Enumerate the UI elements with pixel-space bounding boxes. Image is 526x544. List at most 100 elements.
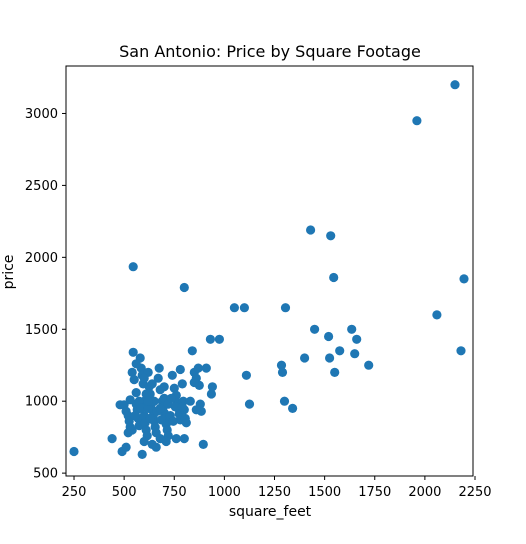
x-tick-label: 750 — [162, 485, 187, 500]
data-point — [166, 393, 176, 403]
y-tick-label: 2000 — [25, 251, 58, 266]
y-tick-label: 1000 — [25, 395, 58, 410]
data-point — [459, 274, 469, 284]
data-point — [107, 434, 117, 444]
x-tick-label: 1750 — [358, 485, 391, 500]
data-point — [121, 442, 131, 452]
data-point — [167, 370, 177, 380]
data-point — [239, 303, 249, 313]
data-point — [151, 442, 161, 452]
data-point — [137, 449, 147, 459]
data-point — [145, 413, 155, 424]
data-point — [279, 396, 290, 406]
points-layer — [69, 80, 469, 459]
data-point — [130, 411, 140, 421]
data-point — [335, 346, 345, 356]
data-point — [170, 402, 180, 412]
data-point — [412, 116, 422, 126]
data-point — [280, 303, 291, 313]
y-tick-label: 500 — [33, 467, 58, 482]
data-point — [191, 405, 201, 415]
data-point — [139, 436, 149, 447]
data-point — [171, 434, 181, 444]
data-point — [306, 225, 316, 235]
data-point — [181, 418, 191, 428]
y-ticks: 500 1000 1500 2000 2500 3000 — [25, 107, 66, 482]
data-point — [147, 379, 157, 389]
data-point — [159, 382, 169, 392]
chart-title: San Antonio: Price by Square Footage — [119, 42, 421, 61]
x-ticks: 250 500 750 1000 1250 1500 1750 2000 2250 — [62, 476, 492, 500]
data-point — [193, 363, 203, 373]
data-point — [189, 377, 199, 388]
x-tick-label: 500 — [112, 485, 137, 500]
data-point — [310, 324, 320, 334]
data-point — [201, 363, 211, 373]
data-point — [329, 272, 339, 283]
x-tick-label: 1250 — [258, 485, 291, 500]
data-point — [127, 367, 137, 377]
data-point — [364, 360, 374, 370]
data-point — [128, 347, 138, 357]
data-point — [131, 388, 141, 398]
data-point — [214, 334, 224, 344]
data-point — [143, 396, 153, 406]
data-point — [288, 403, 298, 413]
data-point — [205, 334, 215, 344]
data-point — [432, 310, 442, 320]
data-point — [155, 403, 165, 413]
y-axis-label: price — [1, 255, 17, 290]
data-point — [325, 353, 335, 363]
data-point — [229, 303, 239, 313]
y-tick-label: 2500 — [25, 179, 58, 194]
y-tick-label: 3000 — [25, 107, 58, 122]
data-point — [154, 363, 164, 373]
data-point — [136, 403, 146, 413]
data-point — [131, 359, 141, 369]
data-point — [134, 396, 144, 406]
x-tick-label: 2000 — [408, 485, 441, 500]
data-point — [169, 383, 179, 393]
data-point — [168, 416, 178, 426]
plot-frame — [65, 65, 474, 477]
data-point — [324, 331, 334, 342]
data-point — [276, 360, 287, 370]
data-point — [241, 370, 251, 380]
data-point — [153, 373, 163, 383]
data-point — [129, 375, 139, 385]
x-axis-label: square_feet — [229, 504, 312, 520]
data-point — [69, 446, 79, 457]
data-point — [161, 436, 171, 447]
data-point — [177, 402, 187, 412]
data-point — [175, 364, 185, 375]
data-point — [179, 434, 189, 444]
data-point — [156, 415, 166, 425]
data-point — [450, 80, 460, 90]
data-point — [326, 231, 336, 241]
data-point — [125, 395, 135, 405]
x-tick-label: 1000 — [208, 485, 241, 500]
y-tick-label: 1500 — [25, 323, 58, 338]
data-point — [185, 396, 195, 406]
data-point — [177, 379, 187, 389]
data-point — [350, 349, 360, 359]
x-tick-label: 2250 — [458, 485, 491, 500]
data-point — [128, 262, 138, 272]
data-point — [352, 334, 362, 344]
data-point — [207, 382, 217, 392]
data-point — [139, 373, 149, 383]
data-point — [206, 389, 216, 399]
x-tick-label: 250 — [62, 485, 87, 500]
data-point — [127, 425, 137, 435]
data-point — [187, 346, 197, 356]
data-point — [347, 324, 357, 334]
data-point — [330, 367, 340, 377]
data-point — [198, 439, 208, 449]
data-point — [300, 353, 310, 363]
data-point — [456, 346, 466, 356]
x-tick-label: 1500 — [308, 485, 341, 500]
data-point — [277, 367, 288, 377]
data-point — [141, 389, 151, 399]
data-point — [143, 403, 153, 413]
